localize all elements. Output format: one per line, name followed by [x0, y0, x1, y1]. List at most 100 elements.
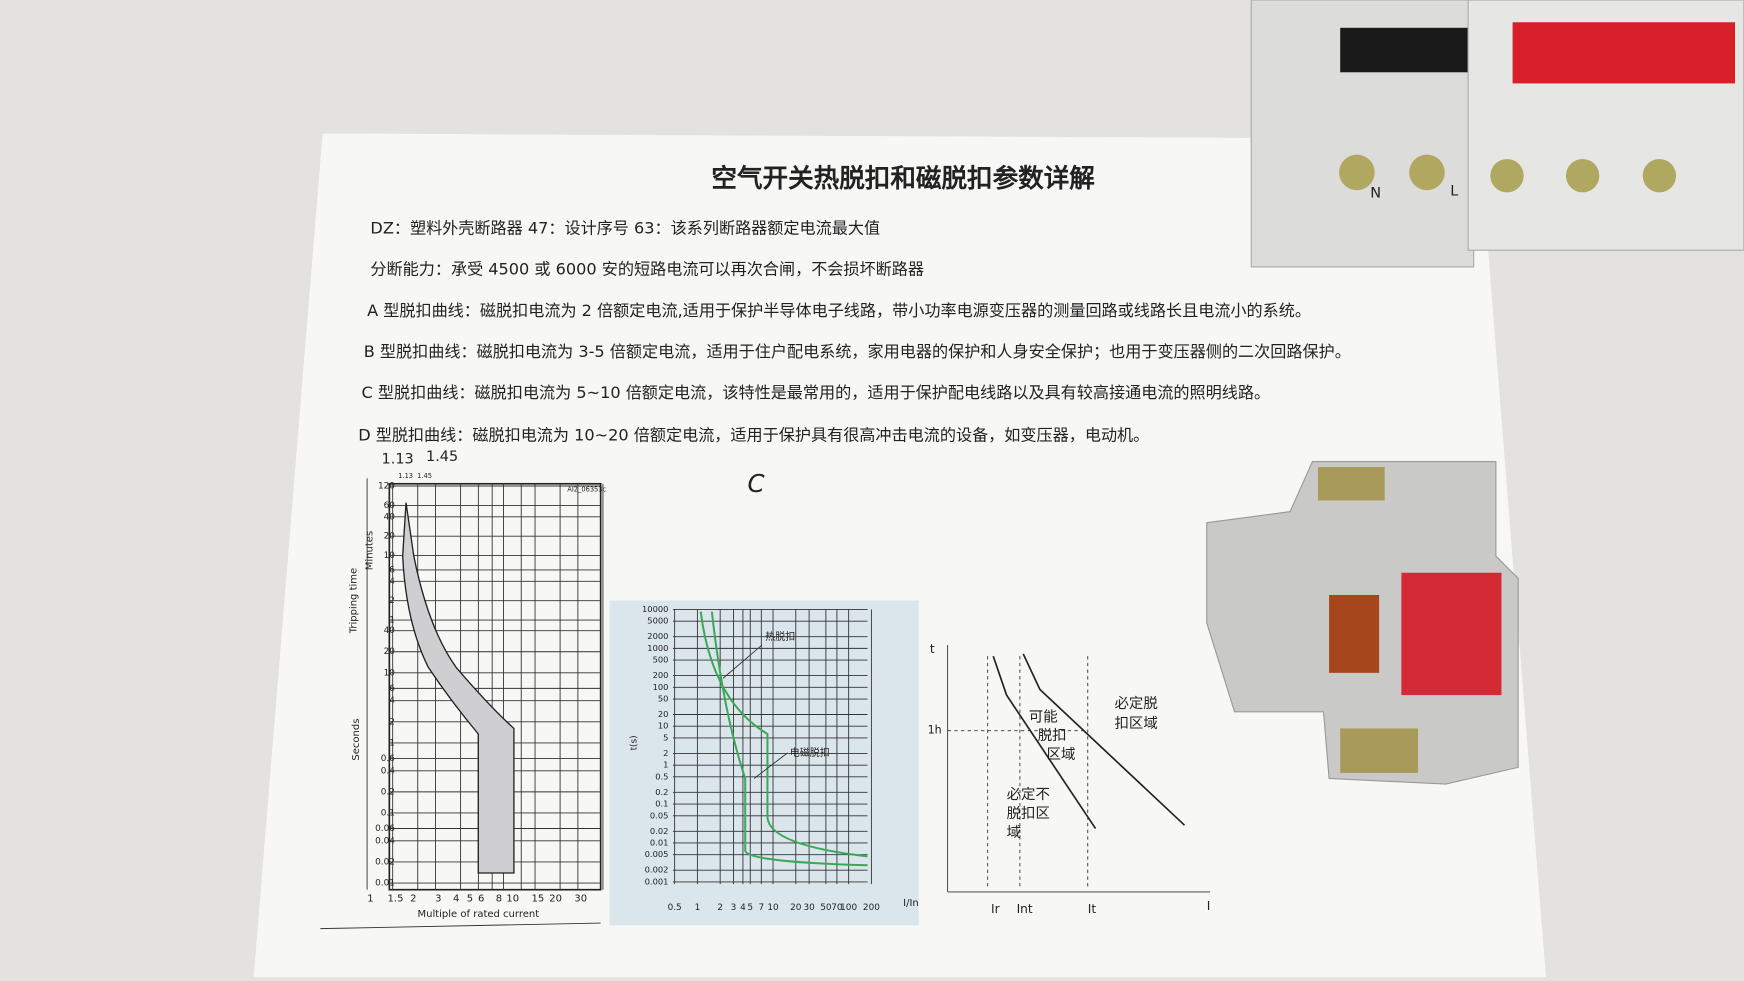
label: 1h: [928, 724, 942, 737]
y-tick-label: 0.02: [650, 826, 669, 836]
x-tick-label: 200: [863, 903, 880, 913]
y-tick-label: 0.02: [375, 857, 395, 867]
y-tick-label: 5000: [647, 616, 668, 626]
paragraph: A 型脱扣曲线：磁脱扣电流为 2 倍额定电流,适用于保护半导体电子线路，带小功率…: [367, 301, 1311, 320]
y-tick-label: 0.1: [655, 799, 668, 809]
x-tick-label: 2: [410, 894, 416, 905]
y-tick-label: 0.5: [655, 771, 668, 781]
chart-frame: [388, 482, 602, 891]
handwritten-note: C: [747, 469, 764, 498]
label: It: [1088, 902, 1097, 916]
x-tick-label: 15: [531, 894, 544, 905]
paragraph: B 型脱扣曲线：磁脱扣电流为 3-5 倍额定电流，适用于住户配电系统，家用电器的…: [364, 342, 1351, 361]
label: 1.45: [417, 472, 432, 480]
pointer: [722, 644, 763, 679]
label: 脱扣: [1038, 727, 1067, 744]
paragraph: DZ：塑料外壳断路器 47：设计序号 63：该系列断路器额定电流最大值: [370, 219, 880, 238]
label: Minutes: [364, 531, 375, 570]
label: 区域: [1047, 746, 1076, 763]
y-tick-label: 2: [663, 748, 668, 758]
x-tick-label: 4: [453, 894, 459, 905]
y-tick-label: 10: [384, 551, 396, 561]
label: Multiple of rated current: [417, 909, 539, 920]
paper: [253, 133, 1546, 978]
y-tick-label: 0.05: [650, 810, 669, 820]
y-tick-label: 2000: [647, 631, 668, 641]
breaker-label: L: [1450, 183, 1458, 199]
x-tick-label: 100: [840, 903, 857, 913]
y-tick-label: 200: [653, 670, 669, 680]
paragraph: D 型脱扣曲线：磁脱扣电流为 10~20 倍额定电流，适用于保护具有很高冲击电流…: [358, 425, 1149, 444]
x-tick-label: 20: [549, 894, 562, 905]
label: 电磁脱扣: [790, 746, 830, 759]
pointer: [753, 752, 788, 779]
x-tick-label: 5: [747, 903, 753, 913]
x-tick-label: 7: [758, 903, 764, 913]
label: t(s): [630, 735, 640, 750]
y-tick-label: 0.04: [375, 836, 395, 846]
label: 域: [1007, 824, 1021, 841]
x-tick-label: 4: [740, 903, 746, 913]
x-tick-label: 1: [695, 903, 701, 913]
x-tick-label: 0.5: [668, 903, 682, 913]
x-tick-label: 3: [435, 894, 441, 905]
y-tick-label: 0.1: [381, 808, 395, 818]
y-tick-label: 1: [389, 738, 395, 748]
label: Tripping time: [349, 568, 360, 634]
boundary-line: [1022, 653, 1186, 826]
y-tick-label: 0.4: [381, 766, 395, 776]
x-tick-label: 8: [496, 894, 502, 905]
y-tick-label: 120: [378, 481, 395, 491]
y-tick-label: 20: [658, 709, 669, 719]
handwritten: 1.13: [382, 451, 414, 467]
label: 必定脱: [1114, 695, 1157, 712]
rule: [320, 922, 601, 930]
label: Ir: [991, 902, 1001, 916]
y-tick-label: 0.002: [645, 865, 669, 875]
y-tick-label: 2: [389, 717, 395, 727]
paragraph: 分断能力：承受 4500 或 6000 安的短路电流可以再次合闸，不会损坏断路器: [370, 260, 924, 279]
label: Seconds: [351, 719, 362, 761]
y-tick-label: 0.2: [381, 787, 395, 797]
y-tick-label: 20: [384, 532, 396, 542]
y-tick-label: 10: [384, 668, 396, 678]
y-tick-label: 0.01: [375, 879, 395, 889]
y-tick-label: 10: [658, 721, 669, 731]
y-tick-label: 0.001: [645, 876, 669, 886]
x-tick-label: 1.5: [388, 894, 404, 905]
boundary-line: [992, 655, 1097, 829]
y-tick-label: 0.6: [381, 754, 395, 764]
paragraph: C 型脱扣曲线：磁脱扣电流为 5~10 倍额定电流，该特性是最常用的，适用于保护…: [362, 383, 1271, 402]
y-tick-label: 1000: [647, 643, 668, 653]
label: I: [1207, 899, 1211, 913]
y-tick-label: 0.2: [655, 787, 668, 797]
y-tick-label: 50: [658, 694, 669, 704]
y-tick-label: 100: [653, 682, 669, 692]
thermal-curve: [710, 611, 868, 867]
y-tick-label: 500: [653, 655, 669, 665]
y-tick-label: 1: [663, 760, 668, 770]
y-tick-label: 0.06: [375, 824, 395, 834]
y-tick-label: 0.005: [645, 849, 669, 859]
y-tick-label: 0.01: [650, 837, 669, 847]
x-tick-label: 2: [717, 903, 723, 913]
label: 热脱扣: [765, 630, 795, 643]
breaker-label: N: [1370, 186, 1381, 202]
label: t: [930, 642, 935, 656]
y-tick-label: 20: [384, 647, 396, 657]
x-tick-label: 10: [767, 903, 779, 913]
x-tick-label: 6: [478, 894, 484, 905]
y-tick-label: 60: [384, 501, 396, 511]
label: AI2_06353c: [567, 485, 606, 493]
figure-background: [609, 600, 919, 926]
x-tick-label: 30: [803, 903, 815, 913]
thermal-curve: [699, 611, 868, 858]
x-tick-label: 1: [367, 894, 373, 905]
label: 扣区域: [1114, 715, 1157, 732]
breakers: [1250, 0, 1744, 268]
y-tick-label: 40: [384, 512, 396, 522]
title: 空气开关热脱扣和磁脱扣参数详解: [711, 164, 1094, 194]
y-tick-label: 40: [384, 626, 396, 636]
y-tick-label: 5: [663, 732, 668, 742]
